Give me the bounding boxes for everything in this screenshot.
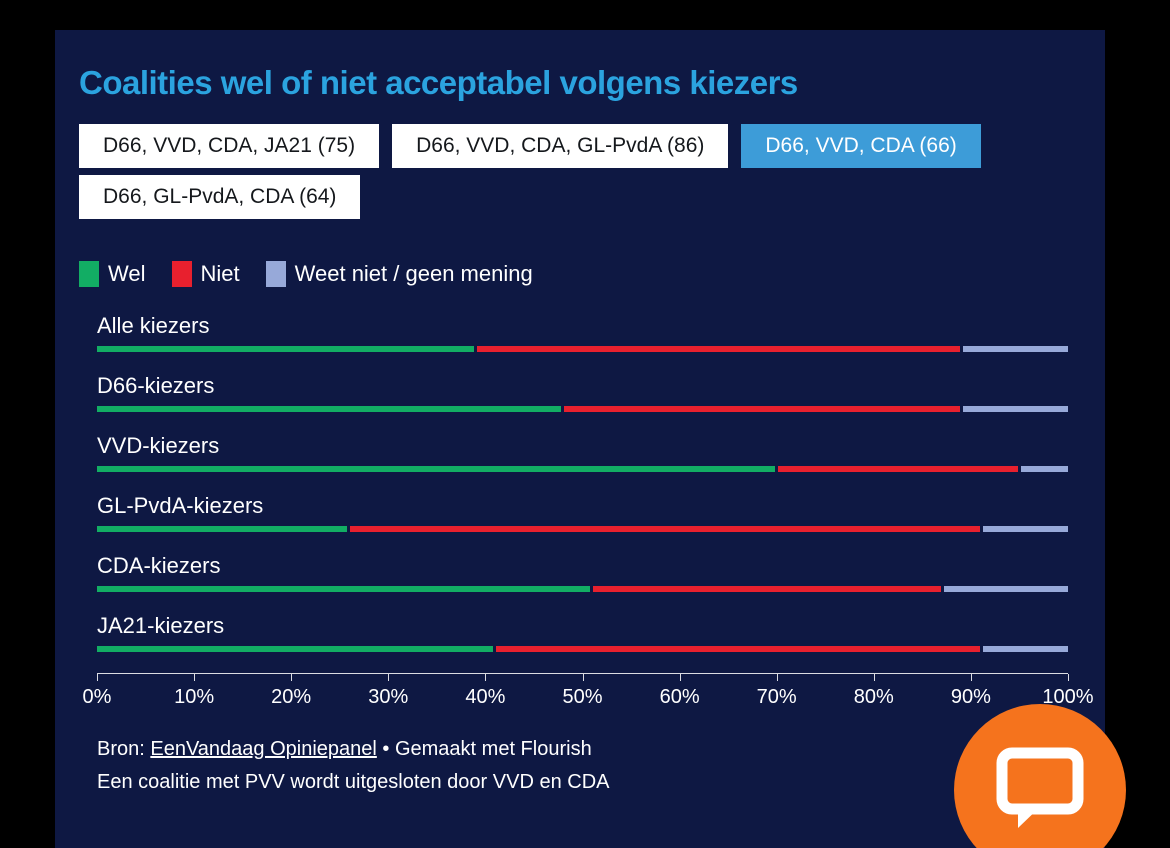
category-label: D66-kiezers [97, 373, 215, 398]
axis-tick-mark [776, 674, 778, 681]
axis-tick-label: 100% [1042, 686, 1094, 708]
stacked-bar [97, 406, 1068, 412]
legend-item-1[interactable]: Wel [79, 261, 146, 287]
axis-tick-mark [679, 674, 681, 681]
axis-tick-label: 60% [659, 686, 700, 708]
axis-tick-mark [194, 674, 196, 681]
bar-segment-wel[interactable] [97, 346, 474, 352]
chart-row: CDA-kiezers [97, 553, 1068, 592]
chart-card: Coalities wel of niet acceptabel volgens… [55, 30, 1105, 848]
bar-chart: Alle kiezers D66-kiezers VVD-kiezers GL-Pvd… [83, 313, 1094, 719]
bar-segment-niet[interactable] [593, 586, 941, 592]
category-label: VVD-kiezers [97, 433, 220, 458]
tab-coalition-4[interactable]: D66, GL-PvdA, CDA (64) [79, 175, 361, 219]
bar-segment-weet[interactable] [963, 346, 1068, 352]
legend-label: Niet [200, 261, 240, 286]
bar-segment-wel[interactable] [97, 526, 348, 532]
bar-segment-wel[interactable] [97, 466, 775, 472]
axis-tick-mark [485, 674, 487, 681]
footer: Bron: EenVandaag Opiniepanel • Gemaakt m… [97, 733, 1081, 799]
bar-segment-niet[interactable] [777, 466, 1019, 472]
source-link[interactable]: EenVandaag Opiniepanel [150, 738, 377, 760]
axis-tick-label: 90% [950, 686, 991, 708]
bar-segment-niet[interactable] [350, 526, 980, 532]
bar-segment-wel[interactable] [97, 406, 562, 412]
axis-tick-label: 50% [562, 686, 603, 708]
stacked-bar [97, 466, 1068, 472]
chart-row: GL-PvdA-kiezers [97, 493, 1068, 532]
axis-tick-mark [388, 674, 390, 681]
stacked-bar [97, 346, 1068, 352]
chart-rows: Alle kiezers D66-kiezers VVD-kiezers GL-Pvd… [97, 313, 1068, 652]
category-label: GL-PvdA-kiezers [97, 493, 264, 518]
legend-swatch [171, 261, 192, 287]
category-label: JA21-kiezers [97, 613, 225, 638]
x-axis: 0% 10% 20% 30% 40% 50% 60% 70% 80% 90% 100% [83, 673, 1094, 719]
axis-tick-label: 80% [853, 686, 894, 708]
stacked-bar [97, 526, 1068, 532]
chat-widget-button[interactable] [954, 704, 1126, 848]
axis-tick-mark [582, 674, 584, 681]
tab-coalition-3[interactable]: D66, VVD, CDA (66) [741, 124, 981, 168]
bar-segment-wel[interactable] [97, 646, 494, 652]
source-line: Bron: EenVandaag Opiniepanel • Gemaakt m… [97, 733, 1081, 766]
axis-tick-label: 40% [465, 686, 506, 708]
bar-segment-niet[interactable] [476, 346, 961, 352]
axis-tick-label: 0% [82, 686, 112, 708]
stacked-bar [97, 586, 1068, 592]
bar-segment-weet[interactable] [963, 406, 1068, 412]
bar-segment-wel[interactable] [97, 586, 591, 592]
legend-item-3[interactable]: Weet niet / geen mening [265, 261, 533, 287]
chart-row: Alle kiezers [97, 313, 1068, 352]
category-label: Alle kiezers [97, 313, 210, 338]
tab-coalition-1[interactable]: D66, VVD, CDA, JA21 (75) [79, 124, 380, 168]
axis-tick-label: 10% [174, 686, 215, 708]
bar-segment-niet[interactable] [564, 406, 961, 412]
chart-title: Coalities wel of niet acceptabel volgens… [79, 64, 798, 101]
legend-item-2[interactable]: Niet [171, 261, 240, 287]
axis-tick-label: 20% [271, 686, 312, 708]
axis-tick-mark [291, 674, 293, 681]
chat-bubble-icon [996, 747, 1084, 828]
legend-swatch [79, 261, 99, 287]
axis-tick-mark [873, 674, 875, 681]
coalition-tabs: D66, VVD, CDA, JA21 (75) D66, VVD, CDA, G… [79, 124, 1079, 219]
chart-row: VVD-kiezers [97, 433, 1068, 472]
bar-segment-weet[interactable] [982, 646, 1068, 652]
axis-tick-label: 30% [368, 686, 409, 708]
legend-swatch [265, 261, 286, 287]
category-label: CDA-kiezers [97, 553, 221, 578]
axis-tick-mark [970, 674, 972, 681]
source-suffix: • Gemaakt met Flourish [376, 738, 592, 760]
axis-tick-mark [97, 674, 98, 681]
legend: Wel Niet Weet niet / geen mening [79, 261, 1081, 287]
bar-segment-weet[interactable] [1021, 466, 1068, 472]
bar-segment-niet[interactable] [496, 646, 980, 652]
axis-tick-mark [1068, 674, 1069, 681]
legend-label: Weet niet / geen mening [294, 261, 533, 286]
tab-coalition-2[interactable]: D66, VVD, CDA, GL-PvdA (86) [392, 124, 729, 168]
stacked-bar [97, 646, 1068, 652]
axis-tick-label: 70% [756, 686, 797, 708]
source-prefix: Bron: [97, 738, 151, 760]
bar-segment-weet[interactable] [943, 586, 1068, 592]
chart-row: D66-kiezers [97, 373, 1068, 412]
footnote: Een coalitie met PVV wordt uitgesloten d… [97, 771, 610, 793]
legend-label: Wel [108, 261, 146, 286]
bar-segment-weet[interactable] [982, 526, 1068, 532]
chart-row: JA21-kiezers [97, 613, 1068, 652]
